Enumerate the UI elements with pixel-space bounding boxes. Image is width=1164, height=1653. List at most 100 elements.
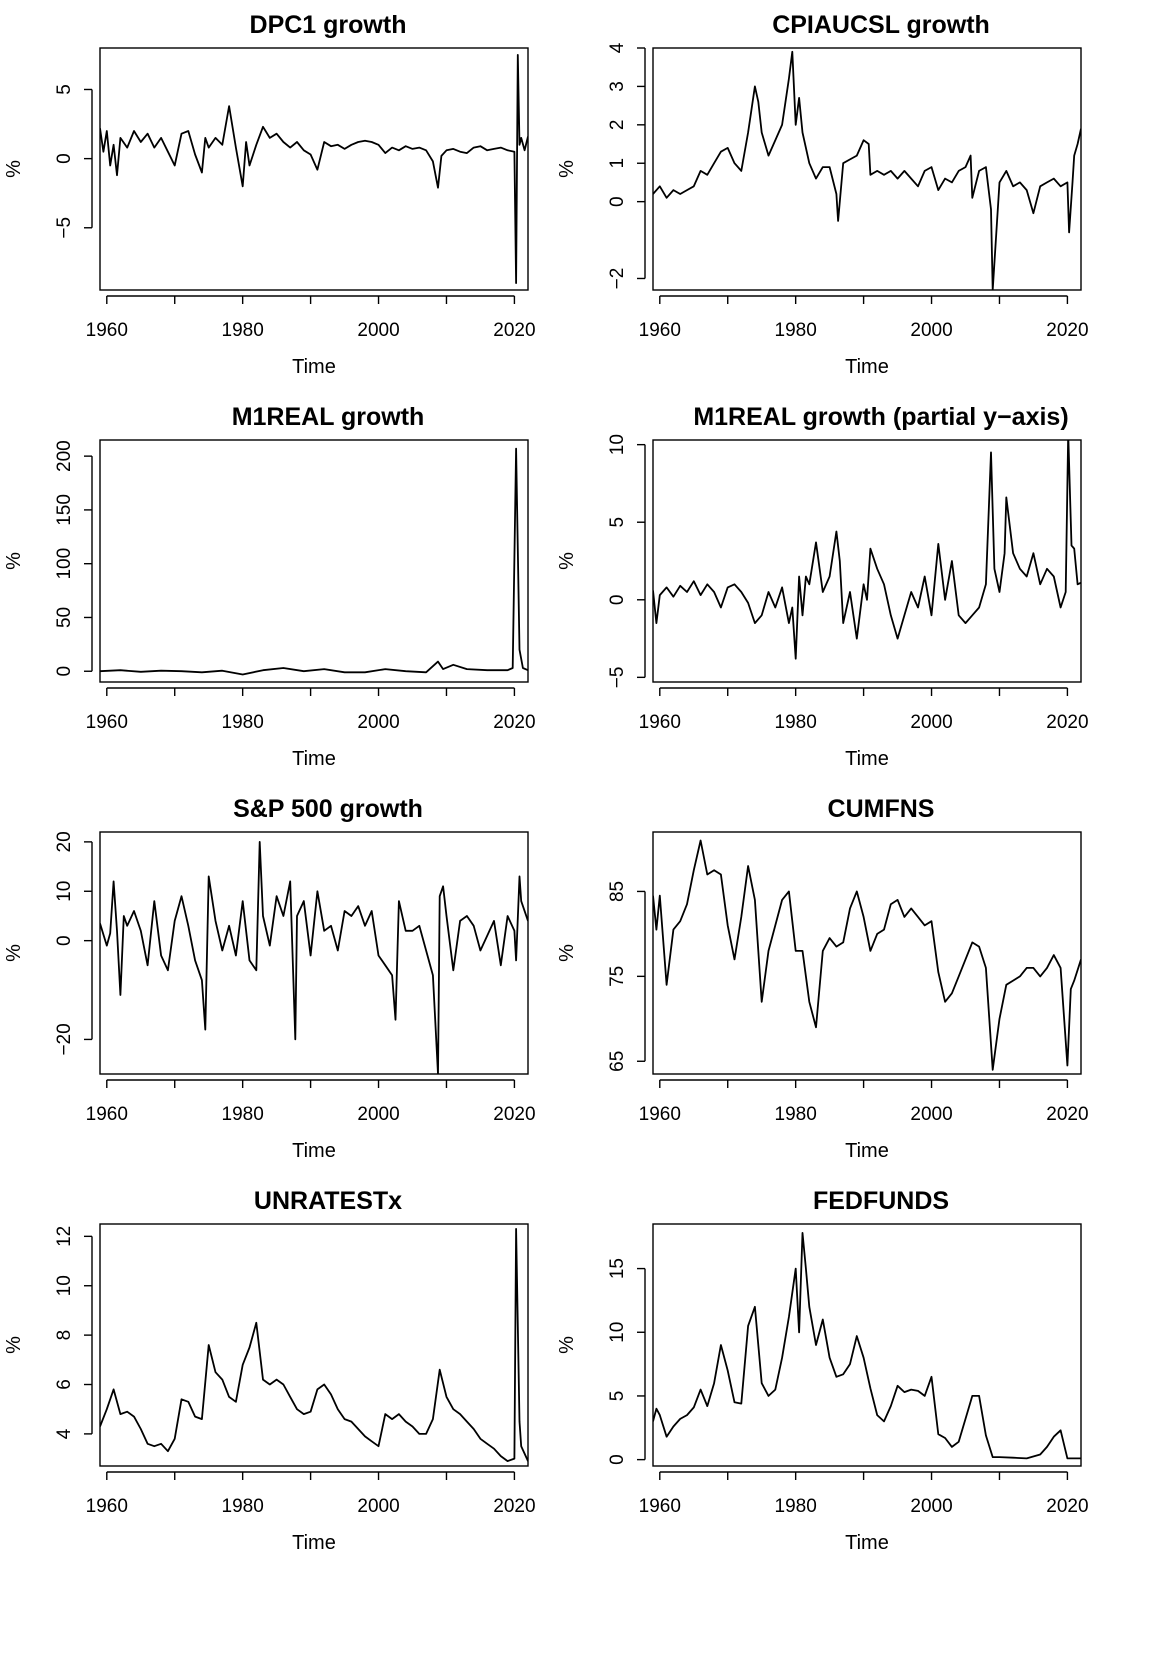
chart-panel-3: M1REAL growth 1960 1980 2000 2020 Time 0 50 100 1… <box>0 392 582 805</box>
plot-frame <box>652 831 1082 1075</box>
chart-panel-6: CUMFNS 1960 1980 2000 2020 Time 65 75 85% <box>553 784 1135 1197</box>
x-tick-label: 1960 <box>639 1104 681 1125</box>
y-axis-label: % <box>3 552 25 570</box>
y-tick-label: 65 <box>607 1051 628 1072</box>
chart-panel-8: FEDFUNDS 1960 1980 2000 2020 Time 0 5 10 15% <box>553 1176 1135 1589</box>
y-tick-label: −5 <box>54 217 75 239</box>
plot-frame <box>652 47 1082 291</box>
x-tick-label: 2000 <box>910 712 952 733</box>
chart-svg: DPC1 growth 1960 1980 2000 2020 Time −5 0 5% <box>3 11 536 378</box>
plot-frame <box>99 439 529 683</box>
y-tick-label: 150 <box>54 494 75 526</box>
x-tick-label: 2000 <box>357 320 399 341</box>
y-axis-label: % <box>556 944 578 962</box>
chart-panel-1: DPC1 growth 1960 1980 2000 2020 Time −5 0 5% <box>0 0 582 413</box>
chart-title: M1REAL growth <box>232 403 425 431</box>
y-axis-label: % <box>556 160 578 178</box>
y-tick-label: 0 <box>607 1454 628 1465</box>
series-line-1 <box>100 54 528 285</box>
x-tick-label: 1980 <box>775 320 817 341</box>
y-tick-label: 10 <box>607 1322 628 1343</box>
y-tick-label: 5 <box>607 1391 628 1402</box>
chart-title: DPC1 growth <box>250 11 407 39</box>
chart-svg: CPIAUCSL growth 1960 1980 2000 2020 Time −2 0 1 2… <box>556 11 1089 378</box>
plot-frame <box>99 1223 529 1467</box>
x-tick-label: 1960 <box>86 320 128 341</box>
chart-svg: M1REAL growth 1960 1980 2000 2020 Time 0 50 100 1… <box>3 403 536 770</box>
x-tick-label: 1960 <box>86 712 128 733</box>
chart-svg: M1REAL growth (partial y−axis) 1960 1980 20… <box>556 403 1089 770</box>
x-tick-label: 1980 <box>775 1496 817 1517</box>
y-tick-label: 15 <box>607 1258 628 1279</box>
y-tick-label: 100 <box>54 548 75 580</box>
x-tick-label: 2000 <box>910 1496 952 1517</box>
y-tick-label: 0 <box>607 594 628 605</box>
x-tick-label: 1960 <box>86 1496 128 1517</box>
y-axis-label: % <box>3 160 25 178</box>
x-tick-label: 1980 <box>775 1104 817 1125</box>
chart-title: CUMFNS <box>828 795 935 823</box>
y-tick-label: 0 <box>607 196 628 207</box>
y-tick-label: −5 <box>607 667 628 689</box>
y-tick-label: 12 <box>54 1226 75 1247</box>
series-line-1 <box>653 839 1081 1071</box>
y-axis-label: % <box>556 552 578 570</box>
x-tick-label: 2020 <box>1046 1496 1088 1517</box>
series-line-1 <box>100 447 528 676</box>
x-tick-label: 1960 <box>639 712 681 733</box>
x-tick-label: 1980 <box>222 1104 264 1125</box>
chart-svg: S&P 500 growth 1960 1980 2000 2020 Time −20 0 10… <box>3 795 536 1162</box>
x-tick-label: 1980 <box>222 1496 264 1517</box>
x-axis-label: Time <box>292 356 336 378</box>
series-line-1 <box>653 1232 1081 1460</box>
y-tick-label: 0 <box>54 153 75 164</box>
y-axis-label: % <box>556 1336 578 1354</box>
x-tick-label: 2020 <box>1046 320 1088 341</box>
y-tick-label: 20 <box>54 831 75 852</box>
y-tick-label: 4 <box>607 42 628 53</box>
chart-title: S&P 500 growth <box>233 795 423 823</box>
plot-frame <box>652 1223 1082 1467</box>
chart-panel-2: CPIAUCSL growth 1960 1980 2000 2020 Time −2 0 1 2… <box>553 0 1135 413</box>
x-tick-label: 2000 <box>357 1496 399 1517</box>
chart-panel-4: M1REAL growth (partial y−axis) 1960 1980 20… <box>553 392 1135 805</box>
x-tick-label: 2020 <box>1046 1104 1088 1125</box>
y-tick-label: 1 <box>607 158 628 169</box>
chart-panel-5: S&P 500 growth 1960 1980 2000 2020 Time −20 0 10… <box>0 784 582 1197</box>
x-tick-label: 2000 <box>357 1104 399 1125</box>
plot-frame <box>99 47 529 291</box>
x-tick-label: 1980 <box>775 712 817 733</box>
x-axis-label: Time <box>845 1140 889 1162</box>
y-tick-label: 5 <box>607 517 628 528</box>
y-tick-label: −2 <box>607 268 628 290</box>
x-tick-label: 2000 <box>910 320 952 341</box>
x-tick-label: 2020 <box>493 320 535 341</box>
x-axis-label: Time <box>292 1140 336 1162</box>
x-tick-label: 1980 <box>222 712 264 733</box>
y-tick-label: 10 <box>607 434 628 455</box>
y-tick-label: 2 <box>607 120 628 131</box>
chart-title: UNRATESTx <box>254 1187 402 1215</box>
x-tick-label: 2020 <box>1046 712 1088 733</box>
x-tick-label: 1960 <box>639 1496 681 1517</box>
chart-title: CPIAUCSL growth <box>772 11 990 39</box>
x-tick-label: 1980 <box>222 320 264 341</box>
x-tick-label: 2000 <box>357 712 399 733</box>
plot-frame <box>652 439 1082 683</box>
x-tick-label: 2020 <box>493 712 535 733</box>
x-axis-label: Time <box>845 356 889 378</box>
chart-title: M1REAL growth (partial y−axis) <box>693 403 1068 431</box>
y-tick-label: 10 <box>54 1275 75 1296</box>
chart-svg: UNRATESTx 1960 1980 2000 2020 Time 4 6 8 10 12% <box>3 1187 536 1554</box>
chart-svg: FEDFUNDS 1960 1980 2000 2020 Time 0 5 10 15% <box>556 1187 1089 1554</box>
x-tick-label: 1960 <box>86 1104 128 1125</box>
chart-svg: CUMFNS 1960 1980 2000 2020 Time 65 75 85% <box>556 795 1089 1162</box>
chart-panel-7: UNRATESTx 1960 1980 2000 2020 Time 4 6 8 10 12% <box>0 1176 582 1589</box>
y-tick-label: 200 <box>54 440 75 472</box>
x-tick-label: 2020 <box>493 1496 535 1517</box>
x-tick-label: 2000 <box>910 1104 952 1125</box>
series-line-1 <box>653 50 1081 290</box>
x-axis-label: Time <box>292 748 336 770</box>
y-tick-label: 50 <box>54 607 75 628</box>
chart-title: FEDFUNDS <box>813 1187 949 1215</box>
